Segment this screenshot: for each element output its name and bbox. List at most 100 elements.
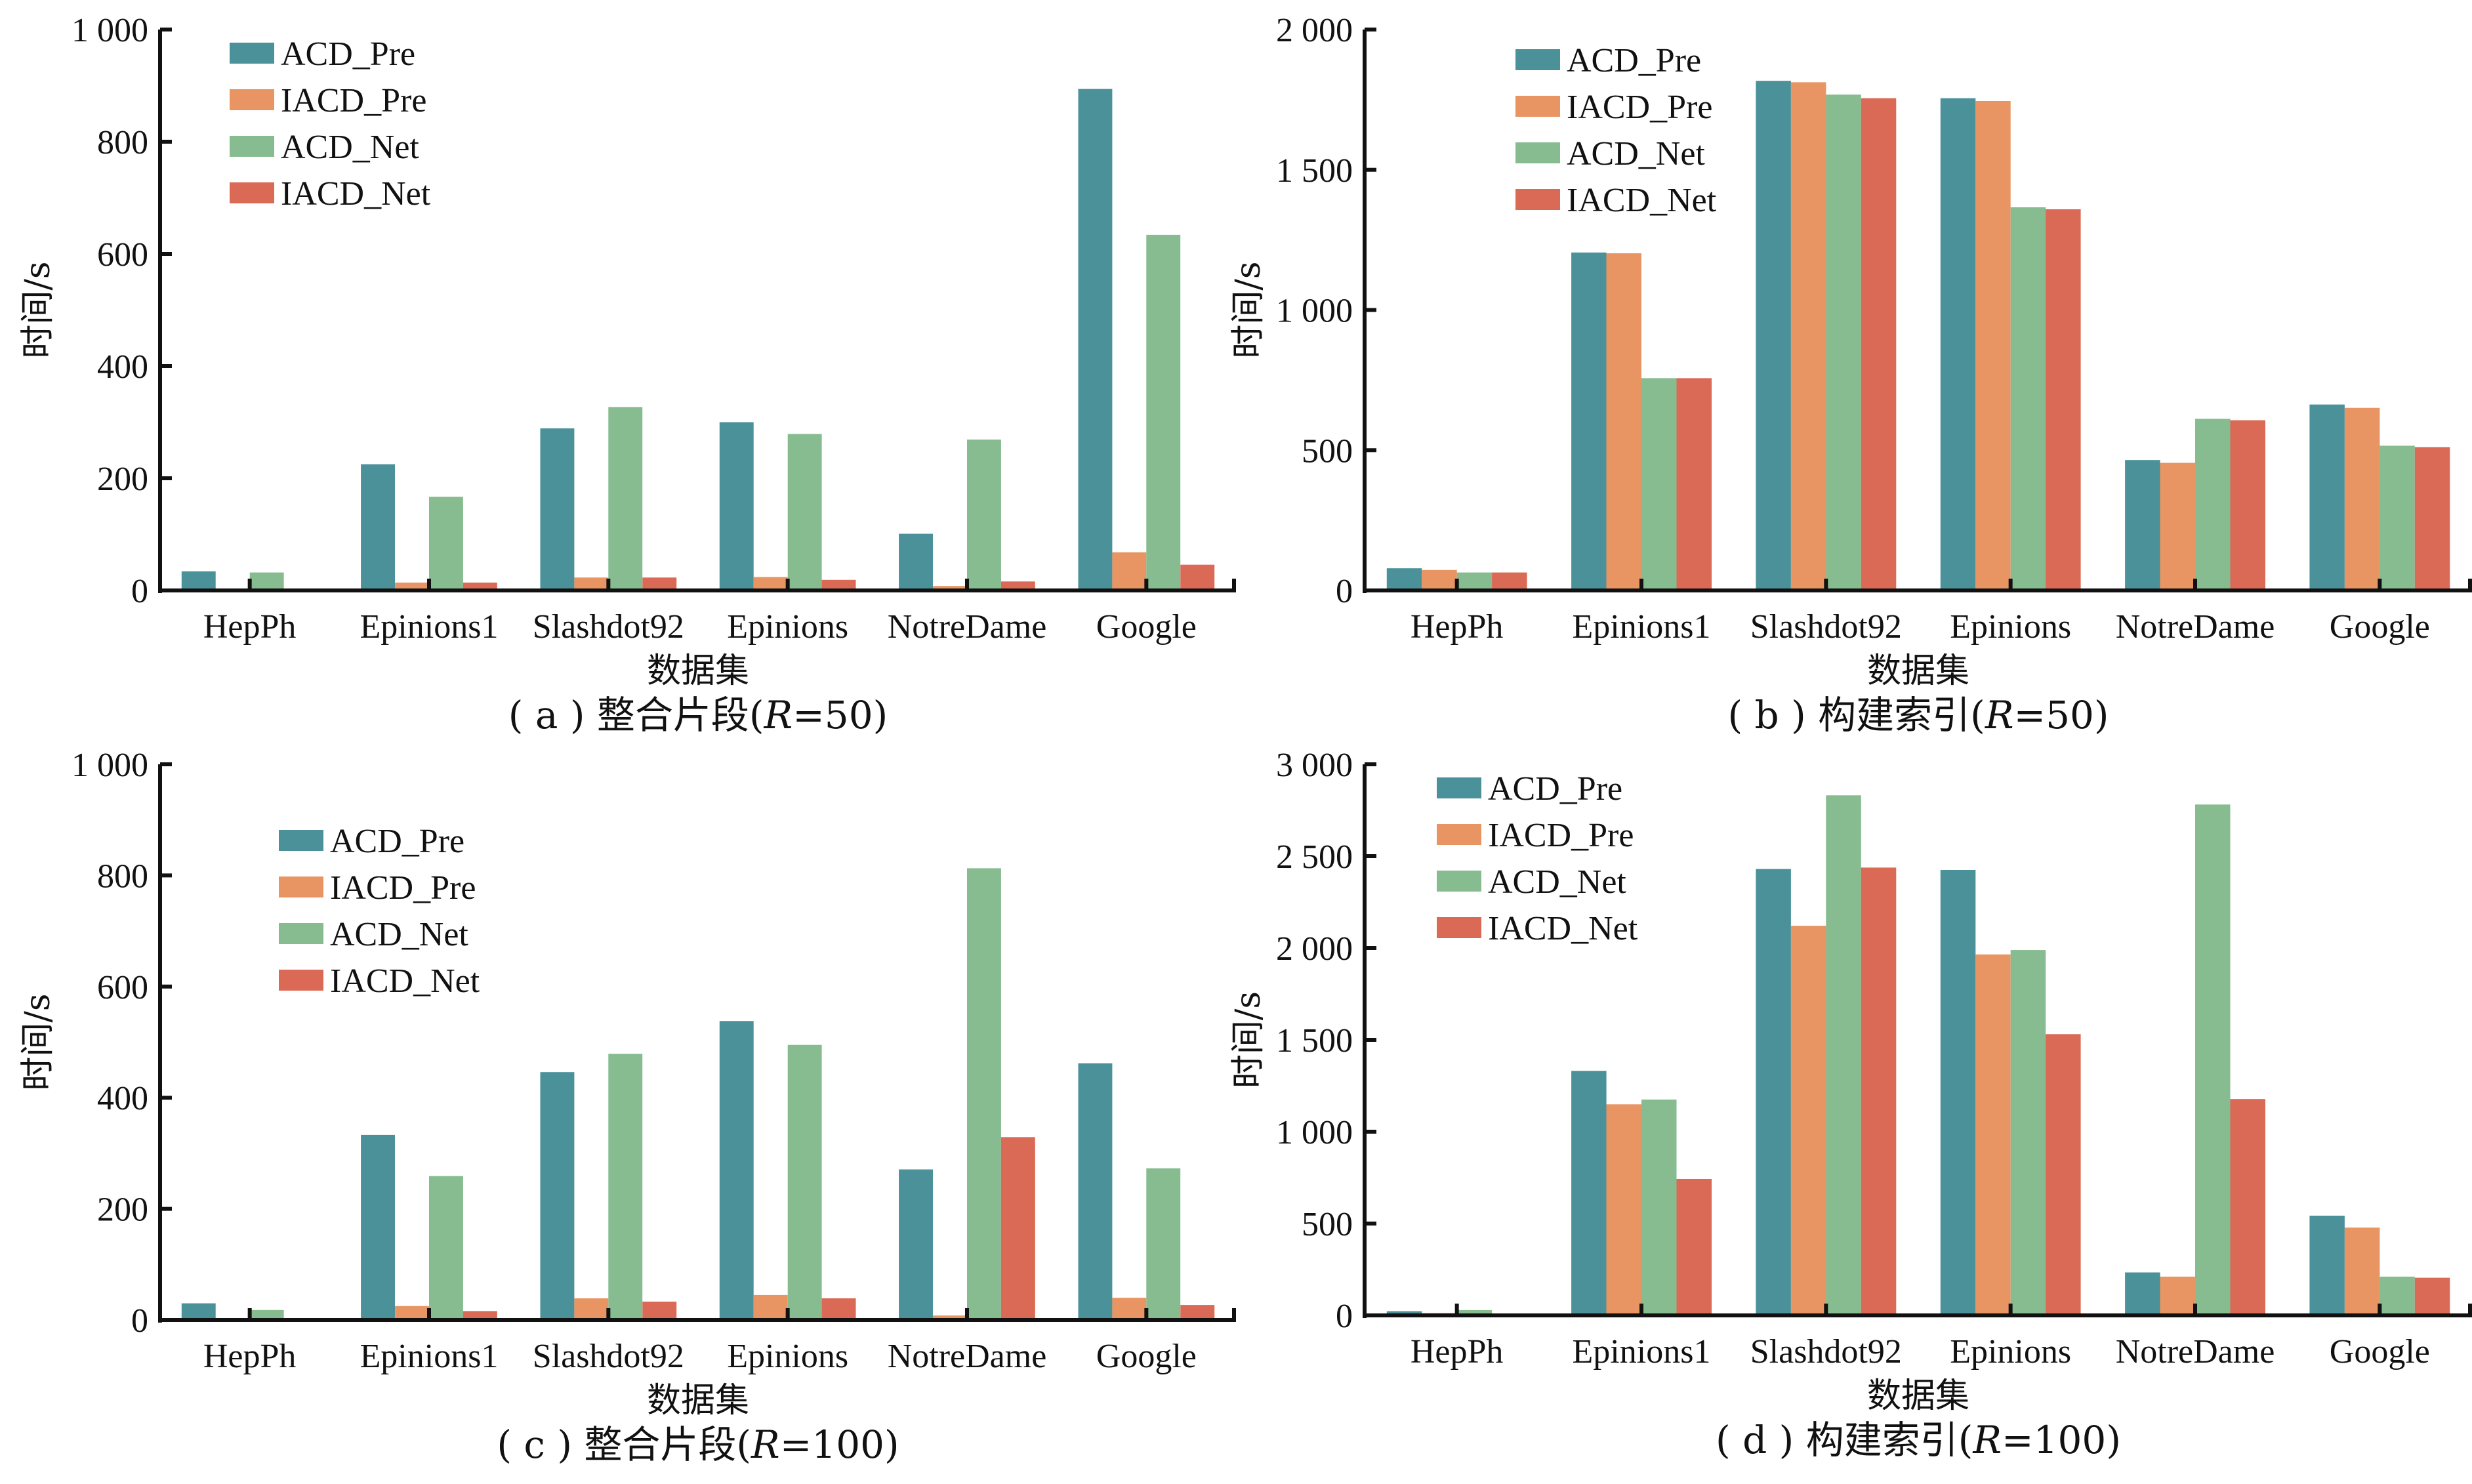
bar-ACD_Pre-Slashdot92	[540, 428, 575, 590]
y-tick-label: 1 500	[1276, 152, 1353, 190]
bar-ACD_Pre-Epinions1	[1571, 1071, 1607, 1315]
bar-ACD_Net-Slashdot92	[1826, 795, 1861, 1315]
y-tick-label: 800	[97, 857, 148, 895]
x-tick-label: Slashdot92	[1750, 1333, 1902, 1371]
chart-panel-c: 0 200 400 600 800 1 000 HepPh Epinions1 Slashdot…	[18, 747, 1236, 1467]
legend-swatch-IACD_Net	[230, 182, 274, 203]
legend-swatch-IACD_Net	[1437, 917, 1481, 938]
x-tick-label: HepPh	[1411, 1333, 1504, 1371]
x-tick-label: Google	[1096, 608, 1197, 646]
bar-ACD_Net-HepPh	[249, 572, 284, 590]
bar-IACD_Net-NotreDame	[1000, 581, 1035, 590]
bar-ACD_Pre-Epinions1	[361, 1134, 395, 1320]
x-axis-title: 数据集	[647, 651, 749, 691]
bar-ACD_Net-Epinions	[787, 434, 822, 590]
bar-IACD_Pre-Slashdot92	[574, 577, 609, 590]
x-tick-label: Slashdot92	[1750, 608, 1902, 646]
x-tick-label: NotreDame	[2116, 608, 2275, 646]
legend-label-ACD_Pre: ACD_Pre	[1567, 42, 1701, 79]
bar-IACD_Net-Slashdot92	[1861, 98, 1897, 590]
bar-IACD_Pre-Epinions1	[1606, 1104, 1641, 1315]
bar-ACD_Net-HepPh	[1456, 572, 1493, 590]
bar-IACD_Pre-Epinions1	[1606, 253, 1641, 591]
y-tick-label: 500	[1302, 432, 1353, 470]
bar-ACD_Pre-NotreDame	[899, 533, 933, 590]
bar-IACD_Pre-Epinions	[1975, 101, 2011, 590]
x-tick-label: HepPh	[1411, 608, 1504, 646]
y-tick-label: 1 000	[72, 12, 148, 49]
y-tick-label: 200	[97, 1191, 148, 1229]
bar-IACD_Net-NotreDame	[1000, 1137, 1035, 1320]
bar-ACD_Pre-Slashdot92	[540, 1072, 575, 1320]
legend-swatch-IACD_Net	[279, 970, 323, 991]
bar-ACD_Pre-Epinions	[1940, 870, 1976, 1315]
x-tick-label: Epinions	[727, 608, 848, 646]
legend-swatch-IACD_Pre	[1437, 824, 1481, 845]
legend-swatch-ACD_Net	[230, 136, 274, 157]
legend-label-IACD_Net: IACD_Net	[281, 175, 431, 213]
bar-ACD_Net-Epinions1	[1641, 378, 1677, 590]
legend: ACD_Pre IACD_Pre ACD_Net IACD_Net	[230, 35, 431, 213]
legend-label-IACD_Pre: IACD_Pre	[1488, 817, 1634, 854]
bar-IACD_Pre-Slashdot92	[1790, 82, 1826, 590]
bar-IACD_Pre-HepPh	[1422, 569, 1457, 590]
legend: ACD_Pre IACD_Pre ACD_Net IACD_Net	[279, 823, 480, 1000]
y-tick-label: 1 000	[72, 747, 148, 784]
y-axis-title: 时间/s	[1229, 991, 1268, 1088]
bars-d	[1386, 795, 2450, 1315]
bar-ACD_Net-Google	[2379, 445, 2415, 590]
panel-caption: ( c ) 整合片段(R=100)	[497, 1422, 899, 1467]
y-tick-label: 1 000	[1276, 293, 1353, 330]
bar-IACD_Net-Slashdot92	[642, 1302, 677, 1320]
bar-ACD_Pre-NotreDame	[2125, 460, 2160, 590]
bar-ACD_Pre-Epinions	[719, 422, 754, 590]
y-tick-label: 0	[1336, 1298, 1353, 1335]
bar-IACD_Pre-Google	[2344, 407, 2380, 590]
legend-swatch-ACD_Pre	[1437, 777, 1481, 798]
bar-IACD_Net-NotreDame	[2230, 420, 2265, 590]
bar-IACD_Pre-Google	[1112, 1298, 1147, 1320]
legend-label-ACD_Net: ACD_Net	[1488, 863, 1626, 901]
legend-swatch-ACD_Pre	[230, 43, 274, 64]
x-tick-label: Epinions	[1950, 608, 2071, 646]
bar-IACD_Net-Epinions	[2046, 1034, 2081, 1315]
bar-IACD_Net-Epinions	[821, 1298, 856, 1320]
y-axis-title: 时间/s	[18, 993, 58, 1090]
legend-swatch-ACD_Pre	[279, 830, 323, 851]
y-tick-label: 0	[131, 1302, 148, 1340]
bar-IACD_Net-NotreDame	[2230, 1099, 2265, 1315]
bar-IACD_Net-Epinions1	[463, 1311, 497, 1320]
legend-swatch-ACD_Pre	[1515, 49, 1560, 70]
legend-swatch-ACD_Net	[1515, 142, 1560, 163]
bar-ACD_Net-Slashdot92	[608, 1054, 643, 1320]
legend-label-ACD_Pre: ACD_Pre	[281, 35, 415, 73]
legend-swatch-IACD_Pre	[230, 89, 274, 110]
chart-panel-d: 0 500 1 000 1 500 2 000 2 500 3 000 HepPh Epinio…	[1229, 747, 2472, 1462]
y-tick-label: 2 500	[1276, 838, 1353, 876]
legend-label-IACD_Pre: IACD_Pre	[1567, 89, 1712, 126]
bar-ACD_Net-Epinions	[2010, 207, 2046, 590]
bar-ACD_Pre-Slashdot92	[1756, 81, 1791, 590]
y-tick-label: 600	[97, 236, 148, 274]
bar-IACD_Pre-Slashdot92	[574, 1298, 609, 1320]
x-axis-title: 数据集	[1867, 651, 1969, 691]
x-tick-label: HepPh	[203, 1338, 297, 1375]
bar-IACD_Net-Epinions1	[1676, 1179, 1712, 1315]
legend-swatch-IACD_Pre	[279, 876, 323, 897]
legend-swatch-IACD_Pre	[1515, 96, 1560, 117]
x-axis-title: 数据集	[647, 1381, 749, 1420]
bar-IACD_Net-Slashdot92	[1861, 867, 1897, 1315]
bar-IACD_Pre-Epinions	[753, 1294, 788, 1320]
bar-ACD_Net-NotreDame	[2195, 804, 2231, 1315]
y-axis-title: 时间/s	[18, 261, 58, 358]
legend-swatch-ACD_Net	[279, 923, 323, 944]
bars-b	[1386, 81, 2450, 591]
x-tick-label: Slashdot92	[533, 608, 684, 646]
bar-ACD_Net-HepPh	[1456, 1309, 1493, 1315]
x-tick-label: Google	[1096, 1338, 1197, 1375]
legend-swatch-ACD_Net	[1437, 871, 1481, 892]
y-tick-label: 800	[97, 124, 148, 161]
x-tick-label: NotreDame	[888, 1338, 1047, 1375]
x-tick-label: HepPh	[203, 608, 297, 646]
bar-IACD_Pre-NotreDame	[2160, 463, 2195, 590]
